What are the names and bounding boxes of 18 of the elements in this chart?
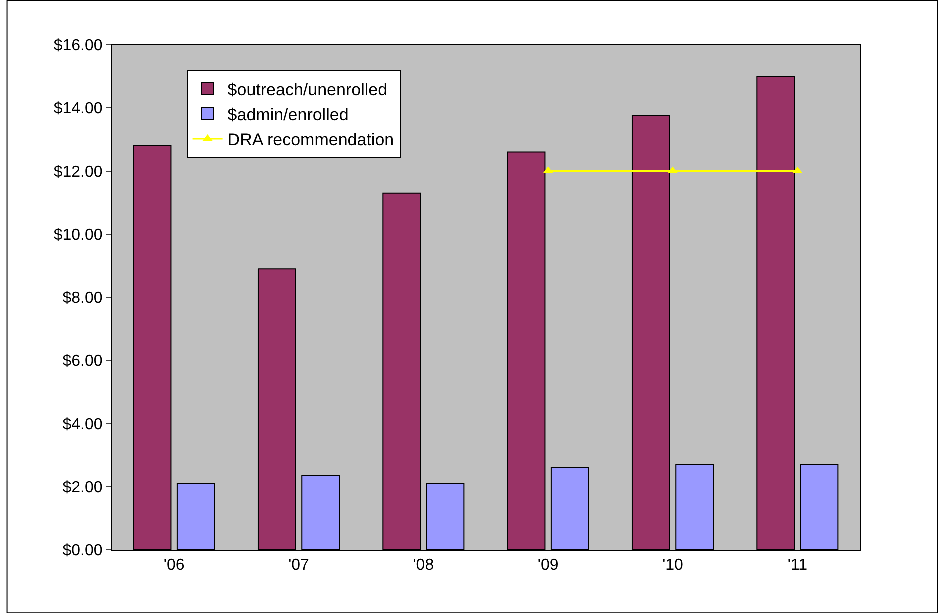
x-tick-label: '11 bbox=[788, 557, 808, 574]
y-tick-label: $8.00 bbox=[62, 290, 103, 308]
y-tick-label: $16.00 bbox=[54, 38, 103, 55]
y-tick-label: $4.00 bbox=[62, 416, 103, 434]
legend-label: $admin/enrolled bbox=[228, 106, 349, 125]
y-tick-label: $10.00 bbox=[54, 226, 103, 244]
y-tick-label: $0.00 bbox=[62, 542, 103, 560]
legend-label: DRA recommendation bbox=[228, 130, 394, 150]
y-tick-label: $6.00 bbox=[62, 353, 103, 370]
x-tick-label: '07 bbox=[288, 557, 310, 574]
y-tick-label: $12.00 bbox=[54, 164, 103, 181]
x-tick-label: '09 bbox=[538, 557, 559, 574]
y-tick-label: $2.00 bbox=[62, 479, 103, 496]
x-tick-label: '10 bbox=[662, 557, 684, 574]
x-tick-label: '08 bbox=[413, 557, 434, 574]
y-tick-label: $14.00 bbox=[54, 100, 103, 118]
legend-label: $outreach/unenrolled bbox=[228, 80, 388, 100]
x-tick-label: '06 bbox=[164, 557, 185, 574]
